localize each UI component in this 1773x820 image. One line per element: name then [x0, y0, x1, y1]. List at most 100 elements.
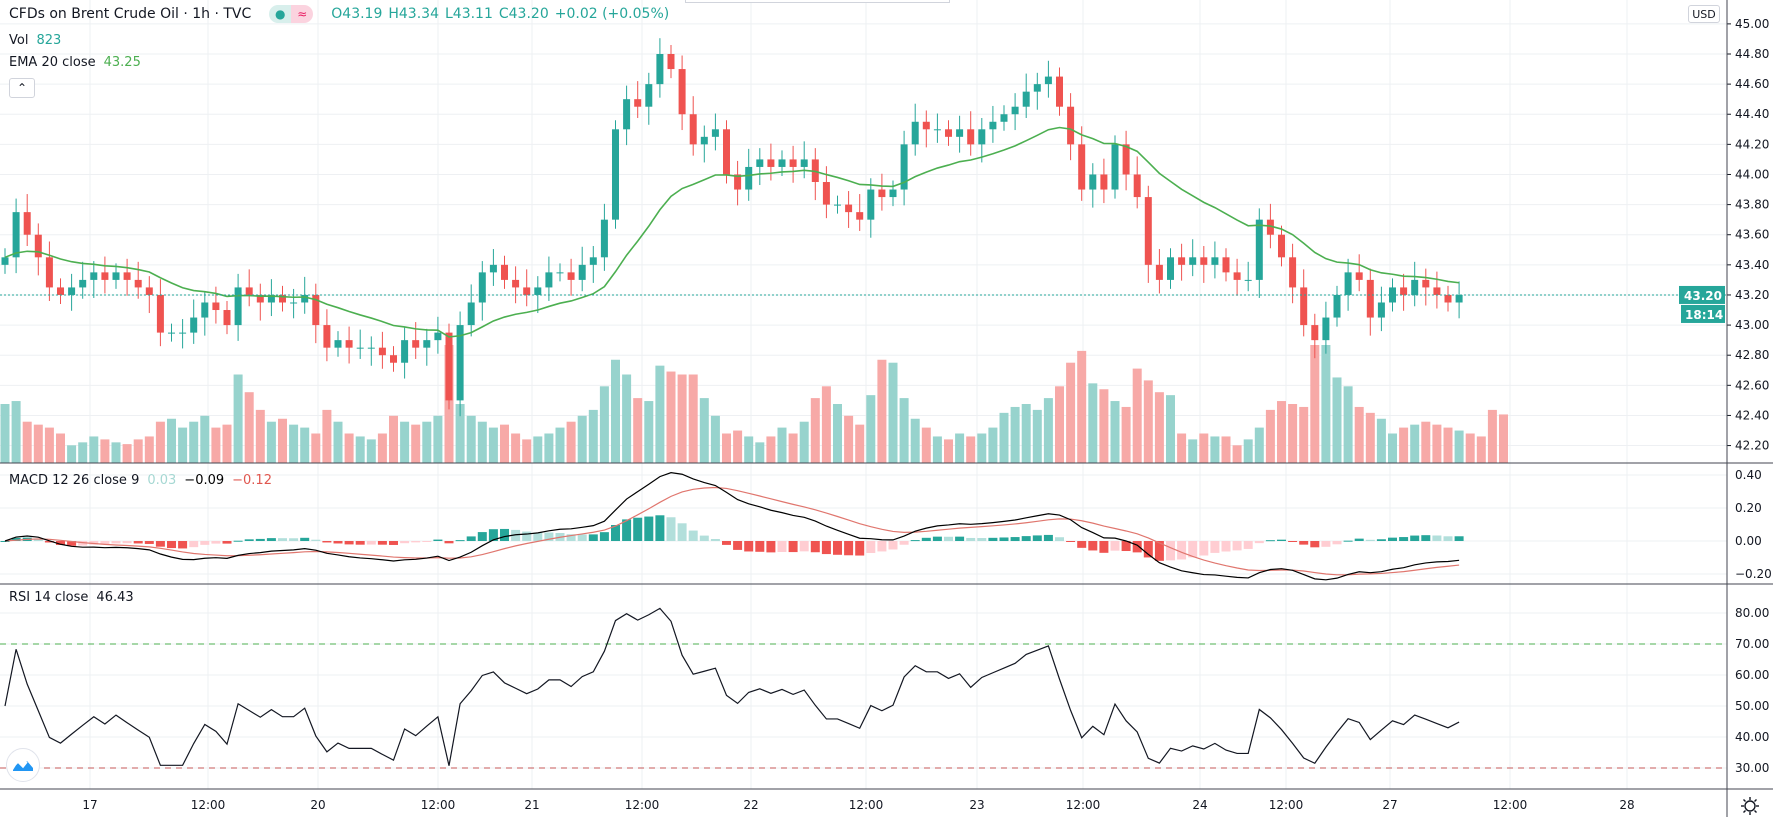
volume-bar — [1343, 386, 1353, 463]
candle-body — [256, 294, 264, 303]
candle-body — [711, 129, 719, 137]
macd-histogram-bar — [500, 528, 509, 541]
macd-histogram-bar — [522, 531, 532, 541]
volume-bar — [1476, 436, 1486, 463]
candle-body — [612, 129, 619, 220]
macd-histogram-bar — [1421, 535, 1431, 541]
volume-bar — [666, 371, 676, 463]
volume-bar — [477, 421, 487, 463]
macd-histogram-bar — [477, 532, 487, 541]
settings-gear-icon[interactable] — [1740, 796, 1760, 816]
candle-body — [900, 144, 908, 190]
macd-histogram-bar — [921, 537, 931, 541]
volume-bar — [733, 430, 743, 463]
volume-bar — [777, 427, 787, 463]
macd-histogram-bar — [511, 529, 521, 541]
candle-body — [556, 272, 564, 274]
candle-body — [1089, 174, 1097, 190]
candle-body — [356, 347, 364, 349]
macd-histogram-bar — [932, 536, 942, 541]
ema-label[interactable]: EMA 20 close — [9, 55, 96, 70]
candle-body — [445, 332, 453, 401]
volume-bar — [22, 421, 32, 463]
candle-body — [1444, 294, 1452, 303]
open-value: O43.19 — [331, 6, 383, 22]
macd-histogram-bar — [1110, 541, 1120, 551]
macd-histogram-bar — [1221, 541, 1231, 552]
candle-body — [1178, 257, 1186, 265]
symbol-title[interactable]: CFDs on Brent Crude Oil · 1h · TVC — [9, 6, 252, 22]
candle-body — [279, 294, 286, 303]
volume-bar — [333, 421, 343, 463]
volume-bar — [200, 415, 210, 463]
volume-bar — [1154, 392, 1164, 463]
volume-bar — [888, 362, 898, 463]
macd-legend: MACD 12 26 close 9 0.03 −0.09 −0.12 — [9, 473, 272, 488]
macd-histogram-bar — [1188, 541, 1198, 558]
low-value: L43.11 — [444, 6, 493, 22]
macd-histogram-bar — [1210, 541, 1220, 553]
macd-histogram-bar — [1166, 541, 1175, 561]
candle-body — [290, 302, 298, 304]
volume-bar — [833, 404, 842, 463]
macd-label[interactable]: MACD 12 26 close 9 — [9, 473, 140, 488]
candle-body — [1155, 264, 1163, 280]
macd-histogram-bar — [988, 537, 998, 541]
volume-bar — [189, 421, 199, 463]
macd-histogram-bar — [33, 539, 43, 541]
volume-bar — [67, 445, 77, 463]
candle-body — [1278, 234, 1285, 258]
currency-button[interactable]: USD — [1688, 5, 1720, 23]
candle-body — [933, 129, 941, 131]
volume-bar — [488, 427, 498, 463]
volume-bar — [1399, 427, 1409, 463]
candle-body — [1455, 294, 1463, 303]
macd-histogram-bar — [178, 541, 188, 549]
candle-body — [145, 287, 153, 295]
candle-body — [1189, 257, 1197, 265]
candle-body — [489, 264, 497, 273]
price-tick-label: 42.20 — [1735, 439, 1769, 453]
macd-histogram-bar — [89, 541, 99, 545]
candle-body — [822, 182, 830, 205]
macd-histogram-bar — [821, 541, 831, 555]
collapse-legend-button[interactable]: ⌃ — [9, 78, 35, 98]
rsi-tick-label: 50.00 — [1735, 699, 1769, 713]
volume-label[interactable]: Vol — [9, 33, 29, 48]
volume-bar — [167, 418, 176, 463]
macd-histogram-bar — [855, 541, 865, 556]
volume-bar — [1132, 368, 1142, 463]
macd-histogram-bar — [122, 541, 132, 544]
macd-histogram-bar — [1121, 541, 1131, 552]
tradingview-logo-icon[interactable] — [6, 748, 40, 782]
macd-histogram-bar — [400, 541, 410, 544]
volume-bar — [999, 412, 1009, 463]
macd-histogram-bar — [999, 537, 1009, 541]
ema-value: 43.25 — [103, 55, 141, 70]
volume-bar — [1465, 433, 1475, 463]
candle-body — [1355, 272, 1363, 280]
candle-body — [1289, 257, 1297, 288]
macd-histogram-bar — [444, 541, 454, 544]
price-tick-label: 43.80 — [1735, 198, 1769, 212]
x-tick-label: 12:00 — [1493, 798, 1528, 812]
status-pill[interactable]: ● ≈ — [269, 5, 314, 23]
candle-body — [1366, 279, 1374, 318]
macd-tick-label: 0.20 — [1735, 501, 1762, 515]
macd-histogram-bar — [810, 541, 820, 553]
volume-bar — [11, 401, 21, 463]
volume-bar — [1077, 350, 1087, 463]
candle-body — [467, 302, 475, 326]
macd-histogram-bar — [1432, 535, 1442, 541]
top-drawer-handle[interactable] — [685, 0, 950, 3]
volume-bar — [821, 386, 831, 463]
macd-histogram-bar — [1043, 534, 1053, 541]
volume-bar — [111, 442, 121, 463]
macd-histogram-bar — [633, 517, 643, 541]
volume-bar — [755, 442, 765, 463]
volume-bar — [466, 415, 476, 463]
volume-bar — [633, 398, 643, 463]
rsi-label[interactable]: RSI 14 close — [9, 590, 89, 605]
